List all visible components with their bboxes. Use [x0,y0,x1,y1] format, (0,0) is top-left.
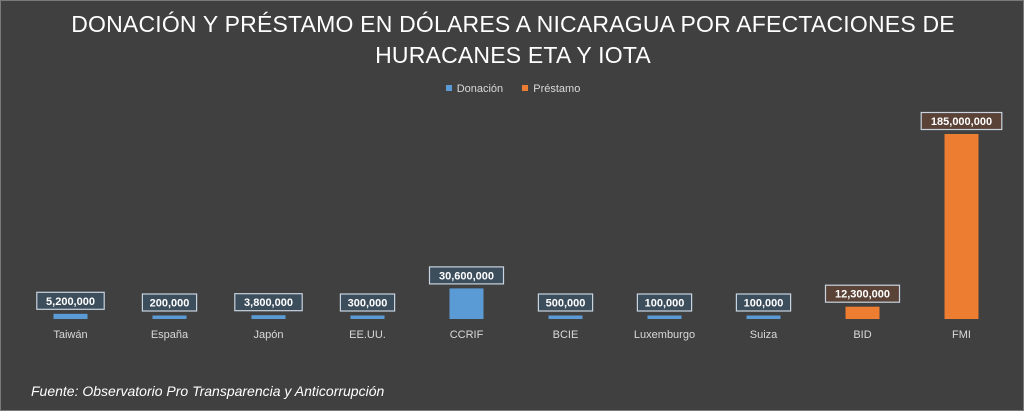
x-tick-label-bid: BID [853,329,871,341]
data-label-fmi: 185,000,000 [920,111,1003,131]
data-label-ccrif: 30,600,000 [428,266,505,285]
bar-donacion-suiza [746,315,781,319]
data-label-box-bid [824,284,901,303]
data-label-text-suiza: 100,000 [744,298,784,310]
data-label-text-bid: 12,300,000 [835,289,890,301]
x-tick-label-suiza: Suiza [750,329,778,341]
legend-item-prestamo: Préstamo [522,83,580,95]
x-tick-label-taiwan: Taiwán [53,329,87,341]
data-label-box-ccrif [428,266,505,285]
data-label-bcie: 500,000 [537,293,594,312]
bar-donacion-espana [152,315,187,319]
bar-donacion-luxemburgo [647,315,682,319]
source-note: Fuente: Observatorio Pro Transparencia y… [31,383,385,399]
data-label-text-ccrif: 30,600,000 [439,270,494,282]
bar-donacion-ee-uu [350,315,385,319]
data-label-text-ee-uu: 300,000 [348,298,388,310]
data-label-text-bcie: 500,000 [546,298,586,310]
data-label-japon: 3,800,000 [234,293,303,312]
data-label-box-taiwan [36,291,105,310]
data-label-suiza: 100,000 [735,293,792,312]
bar-prestamo-fmi [944,134,979,319]
data-label-box-japon [234,293,303,312]
x-tick-label-fmi: FMI [952,329,971,341]
bar-donacion-ccrif [449,288,484,319]
data-label-ee-uu: 300,000 [339,293,396,312]
data-label-luxemburgo: 100,000 [636,293,693,312]
legend-label-prestamo: Préstamo [533,83,581,95]
data-label-box-bcie [537,293,594,312]
x-tick-label-luxemburgo: Luxemburgo [634,329,695,341]
bar-donacion-taiwan [53,313,88,319]
data-label-box-luxemburgo [636,293,693,312]
chart-legend: Donación Préstamo [1,83,1023,95]
data-label-text-luxemburgo: 100,000 [645,298,685,310]
data-label-espana: 200,000 [141,293,198,312]
x-tick-label-ee-uu: EE.UU. [349,329,386,341]
x-tick-label-japon: Japón [254,329,284,341]
legend-label-donacion: Donación [456,83,504,95]
x-tick-label-ccrif: CCRIF [450,329,484,341]
legend-swatch-donacion [445,85,452,91]
bar-donacion-bcie [548,315,583,319]
data-label-text-taiwan: 5,200,000 [46,296,95,308]
data-label-text-japon: 3,800,000 [244,297,293,309]
data-label-box-suiza [735,293,792,312]
bar-donacion-japon [251,315,286,319]
legend-swatch-prestamo [522,85,529,91]
data-label-taiwan: 5,200,000 [36,291,105,310]
data-label-bid: 12,300,000 [824,284,901,303]
data-label-box-espana [141,293,198,312]
bar-prestamo-bid [845,306,880,319]
chart-title-line-2: HURACANES ETA Y IOTA [375,42,651,68]
legend-item-donacion: Donación [445,83,504,95]
data-label-text-fmi: 185,000,000 [931,116,992,128]
chart-title-line-1: DONACIÓN Y PRÉSTAMO EN DÓLARES A NICARAG… [71,11,955,37]
data-label-text-espana: 200,000 [150,298,190,310]
x-tick-label-bcie: BCIE [553,329,579,341]
data-label-box-ee-uu [339,293,396,312]
x-tick-label-espana: España [151,329,189,341]
data-label-box-fmi [920,111,1003,131]
